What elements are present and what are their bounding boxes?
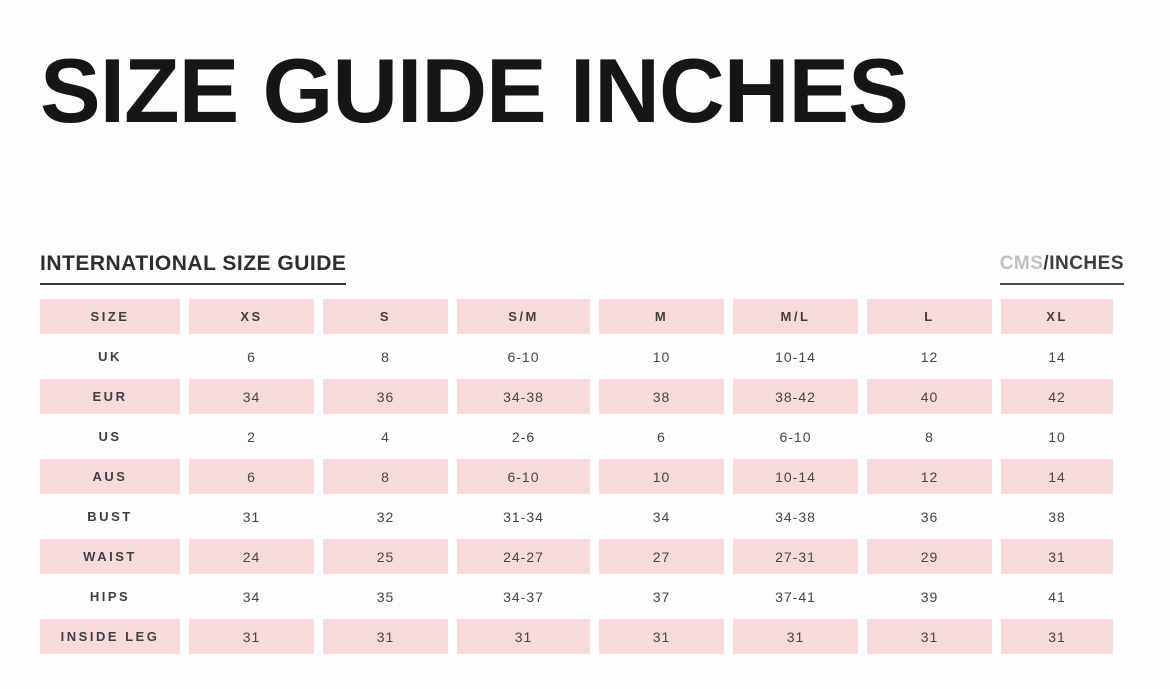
table-cell-hips-s-m: 34-37 (503, 588, 544, 605)
table-cell-eur-s-m: 34-38 (457, 379, 590, 414)
column-header-xs: XS (189, 299, 314, 334)
table-cell-us-xs: 2 (247, 428, 256, 445)
table-cell-inside-leg-m: 31 (599, 619, 724, 654)
table-cell-inside-leg-xl: 31 (1001, 619, 1113, 654)
table-cell-aus-s: 8 (323, 459, 448, 494)
table-cell-bust-s: 32 (376, 508, 395, 525)
table-cell-us-m-l: 6-10 (779, 428, 812, 445)
table-cell-eur-m: 38 (599, 379, 724, 414)
row-label-aus: AUS (40, 459, 180, 494)
table-cell-aus-m-l: 10-14 (733, 459, 858, 494)
table-cell-us-xl: 10 (1048, 428, 1066, 445)
table-cell-hips-l: 39 (920, 588, 939, 605)
table-cell-uk-s-m: 6-10 (507, 348, 540, 365)
unit-toggle-cms[interactable]: CMS (999, 253, 1044, 274)
table-cell-aus-xs: 6 (189, 459, 314, 494)
table-section-header: INTERNATIONAL SIZE GUIDE CMS/INCHES (40, 252, 1124, 285)
column-header-xl: XL (1001, 299, 1113, 334)
table-cell-waist-xl: 31 (1001, 539, 1113, 574)
table-cell-eur-l: 40 (867, 379, 992, 414)
row-label-inside-leg: INSIDE LEG (40, 619, 180, 654)
row-label-us: US (98, 429, 122, 444)
column-header-m: M (599, 299, 724, 334)
table-cell-bust-xl: 38 (1048, 508, 1066, 525)
table-cell-waist-l: 29 (867, 539, 992, 574)
table-cell-bust-m: 34 (652, 508, 671, 525)
unit-toggle: CMS/INCHES (999, 253, 1124, 285)
table-cell-us-s: 4 (381, 428, 390, 445)
table-cell-inside-leg-m-l: 31 (733, 619, 858, 654)
table-cell-eur-m-l: 38-42 (733, 379, 858, 414)
column-header-l: L (867, 299, 992, 334)
table-cell-inside-leg-s: 31 (323, 619, 448, 654)
row-label-eur: EUR (40, 379, 180, 414)
table-cell-eur-xl: 42 (1001, 379, 1113, 414)
table-cell-us-l: 8 (925, 428, 934, 445)
table-cell-aus-l: 12 (867, 459, 992, 494)
table-cell-hips-xs: 34 (242, 588, 261, 605)
table-cell-waist-s: 25 (323, 539, 448, 574)
table-cell-hips-xl: 41 (1048, 588, 1066, 605)
table-cell-us-m: 6 (657, 428, 666, 445)
page-title: SIZE GUIDE INCHES (40, 41, 909, 142)
table-cell-aus-m: 10 (599, 459, 724, 494)
row-label-bust: BUST (87, 509, 133, 524)
size-guide-table: SIZE XS S S/M M M/L L XL UK 6 8 6-10 10 10-14 12 14 EUR 3… (40, 299, 1113, 654)
table-cell-uk-s: 8 (381, 348, 390, 365)
table-cell-inside-leg-s-m: 31 (457, 619, 590, 654)
table-cell-inside-leg-xs: 31 (189, 619, 314, 654)
table-cell-waist-s-m: 24-27 (457, 539, 590, 574)
table-cell-uk-l: 12 (920, 348, 939, 365)
table-cell-bust-s-m: 31-34 (503, 508, 544, 525)
table-cell-waist-m: 27 (599, 539, 724, 574)
column-header-s: S (323, 299, 448, 334)
table-cell-uk-m-l: 10-14 (775, 348, 816, 365)
table-cell-bust-xs: 31 (242, 508, 261, 525)
table-cell-uk-xs: 6 (247, 348, 256, 365)
table-cell-uk-m: 10 (652, 348, 671, 365)
table-cell-waist-m-l: 27-31 (733, 539, 858, 574)
table-cell-inside-leg-l: 31 (867, 619, 992, 654)
column-header-size: SIZE (40, 299, 180, 334)
table-cell-uk-xl: 14 (1048, 348, 1066, 365)
table-cell-hips-m: 37 (652, 588, 671, 605)
table-cell-aus-xl: 14 (1001, 459, 1113, 494)
table-cell-aus-s-m: 6-10 (457, 459, 590, 494)
row-label-uk: UK (98, 349, 122, 364)
row-label-hips: HIPS (89, 589, 131, 604)
row-label-waist: WAIST (40, 539, 180, 574)
column-header-m-l: M/L (733, 299, 858, 334)
table-cell-eur-s: 36 (323, 379, 448, 414)
table-cell-eur-xs: 34 (189, 379, 314, 414)
table-cell-hips-s: 35 (376, 588, 395, 605)
international-size-guide-heading: INTERNATIONAL SIZE GUIDE (40, 252, 347, 285)
table-cell-waist-xs: 24 (189, 539, 314, 574)
table-cell-bust-m-l: 34-38 (775, 508, 816, 525)
unit-toggle-inches[interactable]: INCHES (1049, 253, 1124, 274)
table-cell-bust-l: 36 (920, 508, 939, 525)
unit-toggle-separator: / (1043, 253, 1050, 274)
column-header-s-m: S/M (457, 299, 590, 334)
table-cell-hips-m-l: 37-41 (775, 588, 816, 605)
table-cell-us-s-m: 2-6 (511, 428, 536, 445)
